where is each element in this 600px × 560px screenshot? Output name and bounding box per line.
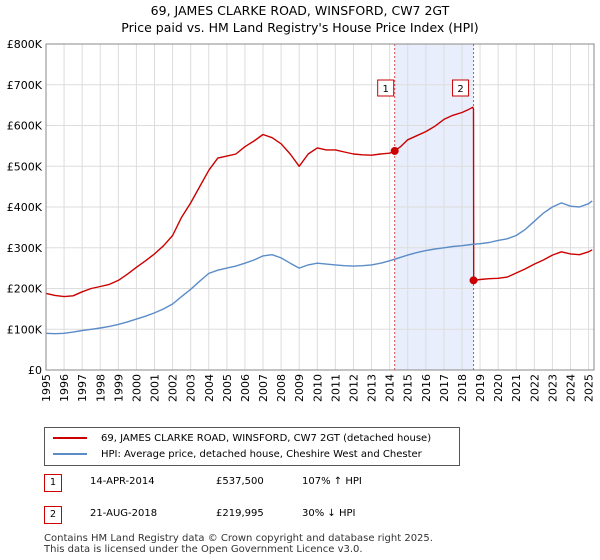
y-tick-label: £0 — [28, 364, 42, 377]
x-tick-label: 2021 — [510, 374, 523, 402]
x-tick-label: 2013 — [366, 374, 379, 402]
x-tick-label: 1996 — [58, 374, 71, 402]
x-tick-label: 2007 — [257, 374, 270, 402]
x-tick-label: 2025 — [583, 374, 596, 402]
y-tick-label: £600K — [7, 120, 43, 133]
x-tick-label: 2006 — [239, 374, 252, 402]
property-price-line — [45, 106, 593, 298]
x-tick-label: 2022 — [528, 374, 541, 402]
legend-swatch-hpi — [53, 453, 87, 455]
x-tick-label: 1999 — [112, 374, 125, 402]
x-tick-label: 2020 — [492, 374, 505, 402]
price-chart: £0 £100K £200K £300K £400K £500K £600K £700K £80… — [7, 38, 596, 402]
x-tick-label: 2005 — [221, 374, 234, 402]
x-tick-label: 2004 — [203, 374, 216, 402]
footer-attribution: Contains HM Land Registry data © Crown c… — [44, 533, 433, 555]
sale-label-box — [452, 79, 470, 97]
sale-label-number: 1 — [383, 84, 389, 95]
x-tick-label: 1995 — [40, 374, 53, 402]
sale-point — [390, 146, 399, 155]
plot-frame — [45, 43, 595, 371]
transaction-hpi-change: 107% ↑ HPI — [302, 476, 362, 487]
x-tick-label: 2010 — [311, 374, 324, 402]
transaction-marker-badge: 2 — [44, 506, 62, 524]
sale-label-box — [377, 79, 395, 97]
y-tick-label: £100K — [7, 323, 43, 336]
legend-item-property: 69, JAMES CLARKE ROAD, WINSFORD, CW7 2GT… — [53, 431, 431, 445]
transaction-date: 21-AUG-2018 — [90, 508, 158, 519]
legend-label-property: 69, JAMES CLARKE ROAD, WINSFORD, CW7 2GT… — [101, 432, 432, 444]
legend-label-hpi: HPI: Average price, detached house, Ches… — [101, 448, 422, 460]
x-tick-label: 2014 — [384, 374, 397, 402]
transaction-hpi-change: 30% ↓ HPI — [302, 508, 356, 519]
y-tick-label: £200K — [7, 283, 43, 296]
x-tick-label: 1998 — [94, 374, 107, 402]
x-tick-label: 2003 — [185, 374, 198, 402]
transaction-price: £219,995 — [216, 508, 264, 519]
transaction-marker-badge: 1 — [44, 474, 62, 492]
transaction-date: 14-APR-2014 — [90, 476, 155, 487]
y-tick-label: £400K — [7, 201, 43, 214]
x-tick-label: 2023 — [546, 374, 559, 402]
transaction-price: £537,500 — [216, 476, 264, 487]
x-tick-label: 2001 — [149, 374, 162, 402]
x-tick-label: 2000 — [130, 374, 143, 402]
x-tick-label: 2016 — [420, 374, 433, 402]
y-tick-label: £700K — [7, 79, 43, 92]
footer-line1: Contains HM Land Registry data © Crown c… — [44, 533, 433, 544]
x-tick-label: 2009 — [293, 374, 306, 402]
x-tick-label: 2002 — [167, 374, 180, 402]
x-tick-label: 2024 — [564, 374, 577, 402]
sale-label-number: 2 — [457, 84, 463, 95]
legend-swatch-property — [53, 437, 87, 439]
chart-title-line2: Price paid vs. HM Land Registry's House … — [121, 20, 479, 35]
y-tick-label: £500K — [7, 160, 43, 173]
x-tick-label: 2012 — [347, 374, 360, 402]
x-tick-label: 1997 — [76, 374, 89, 402]
legend-item-hpi: HPI: Average price, detached house, Ches… — [53, 447, 422, 461]
x-tick-label: 2011 — [329, 374, 342, 402]
chart-title-line1: 69, JAMES CLARKE ROAD, WINSFORD, CW7 2GT — [150, 3, 450, 18]
x-tick-label: 2018 — [456, 374, 469, 402]
hpi-line — [45, 200, 593, 335]
x-tick-label: 2008 — [275, 374, 288, 402]
chart-legend: 69, JAMES CLARKE ROAD, WINSFORD, CW7 2GT… — [44, 427, 460, 466]
footer-line2: This data is licensed under the Open Gov… — [44, 544, 363, 555]
sale-point — [469, 276, 478, 285]
x-tick-label: 2017 — [438, 374, 451, 402]
x-tick-label: 2019 — [474, 374, 487, 402]
y-tick-label: £800K — [7, 38, 43, 51]
y-tick-label: £300K — [7, 242, 43, 255]
x-tick-label: 2015 — [402, 374, 415, 402]
